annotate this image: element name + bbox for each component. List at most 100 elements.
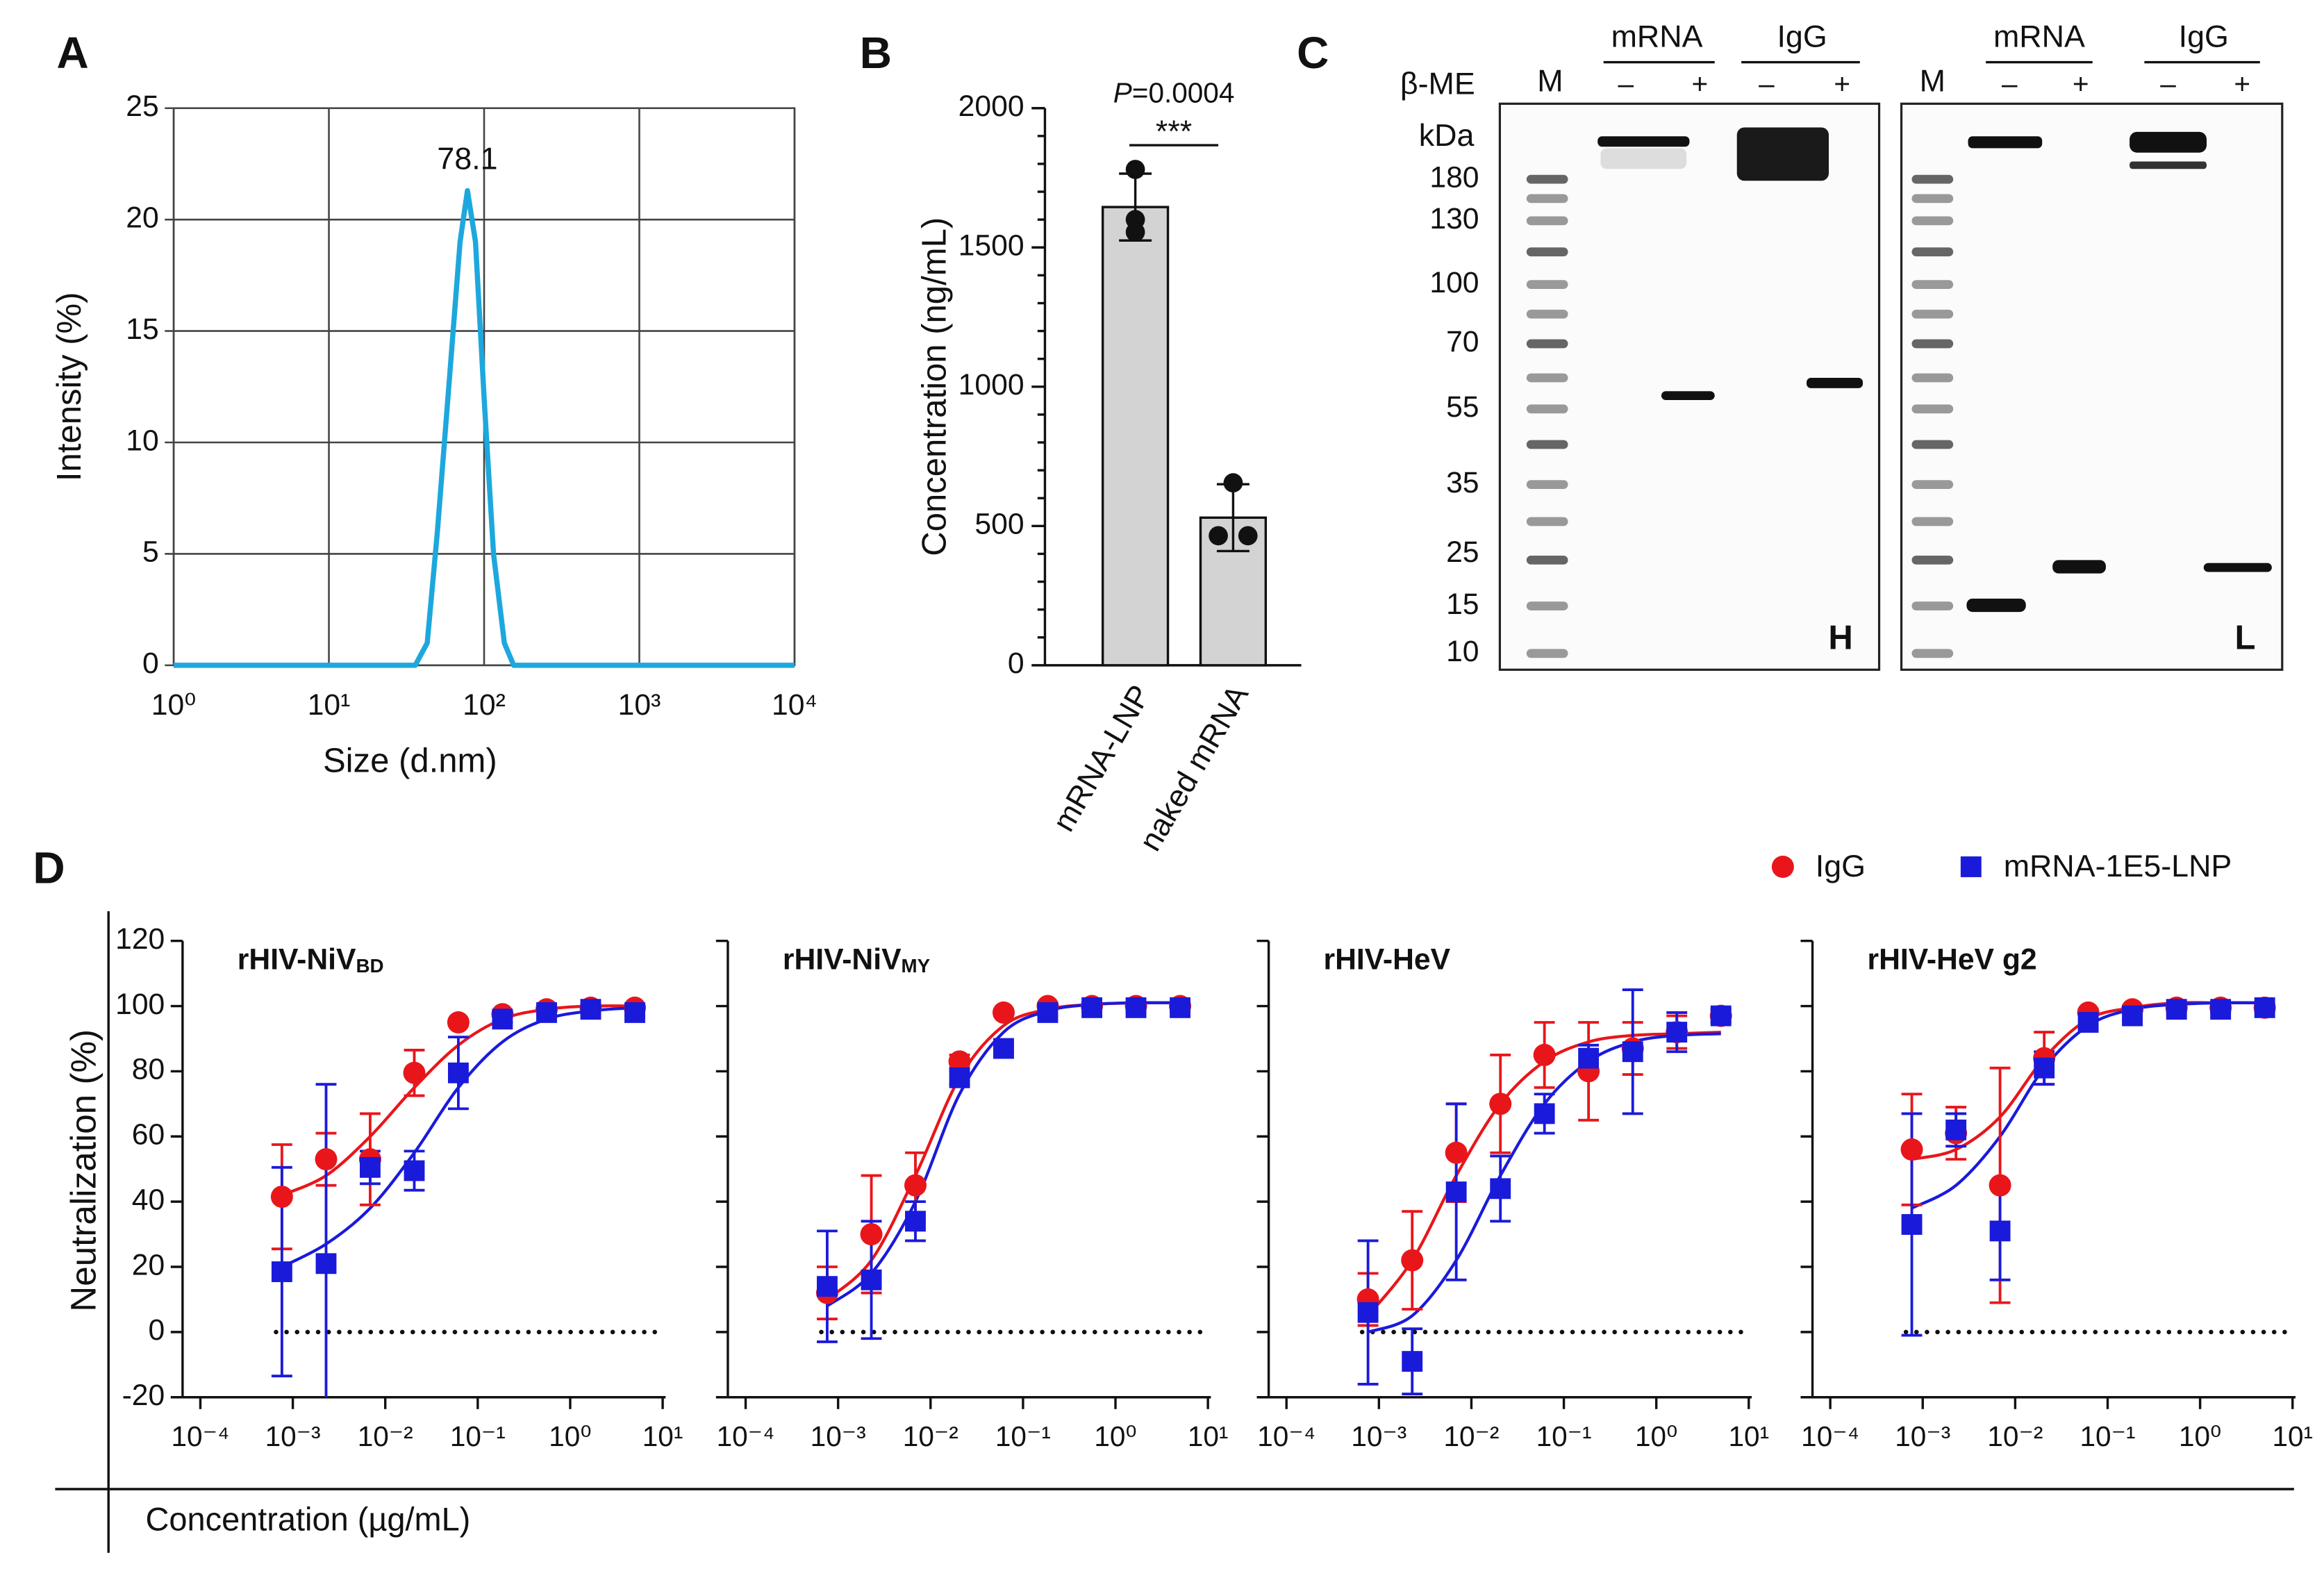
legend-label: IgG bbox=[1816, 849, 1866, 883]
data-point bbox=[2254, 997, 2275, 1018]
panel-label: B bbox=[860, 28, 892, 78]
title-sub: MY bbox=[902, 955, 931, 977]
y-tick-label: 20 bbox=[126, 201, 158, 234]
data-point bbox=[1125, 997, 1147, 1018]
data-point bbox=[1081, 997, 1103, 1018]
marker-label: 25 bbox=[1446, 535, 1479, 569]
y-tick-label: -20 bbox=[122, 1379, 165, 1412]
x-tick-label: 10⁻³ bbox=[811, 1420, 866, 1452]
legend-marker bbox=[1771, 856, 1794, 878]
ladder-band bbox=[1526, 373, 1568, 383]
data-point bbox=[1666, 1022, 1688, 1043]
data-point bbox=[1710, 1005, 1732, 1027]
ladder-band bbox=[1526, 216, 1568, 226]
x-tick-label: 10¹ bbox=[642, 1420, 683, 1452]
gel-frame bbox=[1900, 102, 2284, 671]
data-point bbox=[2122, 1005, 2143, 1027]
ladder-band bbox=[1526, 601, 1568, 611]
fit-curve bbox=[1366, 1030, 1721, 1317]
plus-label: + bbox=[2234, 67, 2250, 99]
data-point bbox=[993, 1038, 1014, 1059]
data-point bbox=[315, 1253, 337, 1274]
data-point bbox=[1402, 1351, 1423, 1372]
plus-label: + bbox=[2073, 67, 2089, 99]
marker-label: 35 bbox=[1446, 466, 1479, 499]
x-tick-label: mRNA-LNP bbox=[1046, 679, 1157, 838]
fit-curve bbox=[281, 1004, 635, 1197]
x-tick-label: 10⁻⁴ bbox=[172, 1420, 230, 1452]
x-tick-label: 10⁻¹ bbox=[2080, 1420, 2136, 1452]
x-tick-label: 10⁻² bbox=[903, 1420, 958, 1452]
data-point bbox=[447, 1011, 470, 1033]
title-main: rHIV-NiV bbox=[783, 943, 902, 977]
x-tick-label: 10⁻² bbox=[1987, 1420, 2043, 1452]
panel-title: rHIV-NiVBD bbox=[238, 943, 384, 977]
data-point bbox=[1209, 526, 1228, 546]
y-tick-label: 15 bbox=[126, 313, 158, 346]
data-point bbox=[1945, 1119, 1967, 1140]
marker-label: 55 bbox=[1446, 390, 1479, 424]
reagent-label: β-ME bbox=[1400, 67, 1475, 101]
data-point bbox=[1170, 997, 1190, 1018]
data-point bbox=[403, 1061, 426, 1084]
x-tick-label: 10¹ bbox=[2272, 1420, 2313, 1452]
data-point bbox=[2166, 999, 2187, 1020]
marker-label: 130 bbox=[1429, 202, 1479, 235]
y-tick-label: 2000 bbox=[958, 90, 1024, 123]
ladder-band bbox=[1911, 216, 1954, 226]
x-tick-label: 10⁻³ bbox=[1895, 1420, 1950, 1452]
minus-label: – bbox=[2002, 67, 2018, 99]
data-point bbox=[1533, 1043, 1556, 1066]
data-line bbox=[174, 188, 795, 668]
x-tick-label: 10⁰ bbox=[549, 1420, 591, 1452]
ladder-band bbox=[1526, 404, 1568, 414]
data-point bbox=[536, 1002, 557, 1023]
panel-title: rHIV-HeV bbox=[1324, 943, 1451, 977]
panel-title: rHIV-HeV g2 bbox=[1867, 943, 2036, 977]
ladder-band bbox=[1911, 440, 1954, 449]
gel-band bbox=[1600, 148, 1687, 169]
ladder-band bbox=[1911, 280, 1954, 289]
x-tick-label: 10¹ bbox=[1729, 1420, 1770, 1452]
group-label: IgG bbox=[1777, 19, 1827, 53]
chain-label: L bbox=[2234, 620, 2255, 657]
ladder-band bbox=[1911, 339, 1954, 349]
ladder-band bbox=[1526, 440, 1568, 449]
plus-label: + bbox=[1834, 67, 1850, 99]
marker-label: 180 bbox=[1429, 160, 1479, 194]
data-point bbox=[949, 1067, 970, 1088]
data-point bbox=[270, 1186, 293, 1209]
data-point bbox=[1534, 1103, 1555, 1124]
data-point bbox=[271, 1261, 292, 1282]
gel-band bbox=[2052, 560, 2106, 574]
data-point bbox=[1622, 1041, 1643, 1063]
ladder-band bbox=[1526, 517, 1568, 526]
y-tick-label: 60 bbox=[132, 1118, 165, 1152]
x-tick-label: 10⁰ bbox=[1094, 1420, 1136, 1452]
ladder-band bbox=[1526, 174, 1568, 184]
data-point bbox=[1578, 1047, 1600, 1069]
ladder-band bbox=[1526, 247, 1568, 257]
group-label: mRNA bbox=[1611, 19, 1703, 53]
marker-label: 15 bbox=[1446, 588, 1479, 621]
y-tick-label: 80 bbox=[132, 1053, 165, 1086]
data-point bbox=[2077, 1012, 2099, 1033]
title-main: rHIV-NiV bbox=[238, 943, 356, 977]
data-point bbox=[905, 1211, 926, 1232]
data-point bbox=[1223, 473, 1243, 493]
data-point bbox=[1489, 1093, 1512, 1115]
panel-label: C bbox=[1297, 28, 1329, 78]
data-point bbox=[1901, 1214, 1923, 1235]
gel-band bbox=[2130, 161, 2207, 169]
ladder-band bbox=[1526, 480, 1568, 489]
gel-band bbox=[1807, 378, 1864, 388]
fit-curve bbox=[1367, 1032, 1721, 1334]
significance: *** bbox=[1156, 114, 1192, 149]
y-tick-label: 0 bbox=[142, 647, 159, 680]
x-tick-label: 10⁰ bbox=[151, 688, 197, 722]
ladder-band bbox=[1911, 517, 1954, 526]
x-tick-label: 10⁻² bbox=[358, 1420, 413, 1452]
x-tick-label: 10⁻¹ bbox=[1536, 1420, 1592, 1452]
data-point bbox=[1401, 1249, 1424, 1272]
y-tick-label: 1500 bbox=[958, 229, 1024, 263]
